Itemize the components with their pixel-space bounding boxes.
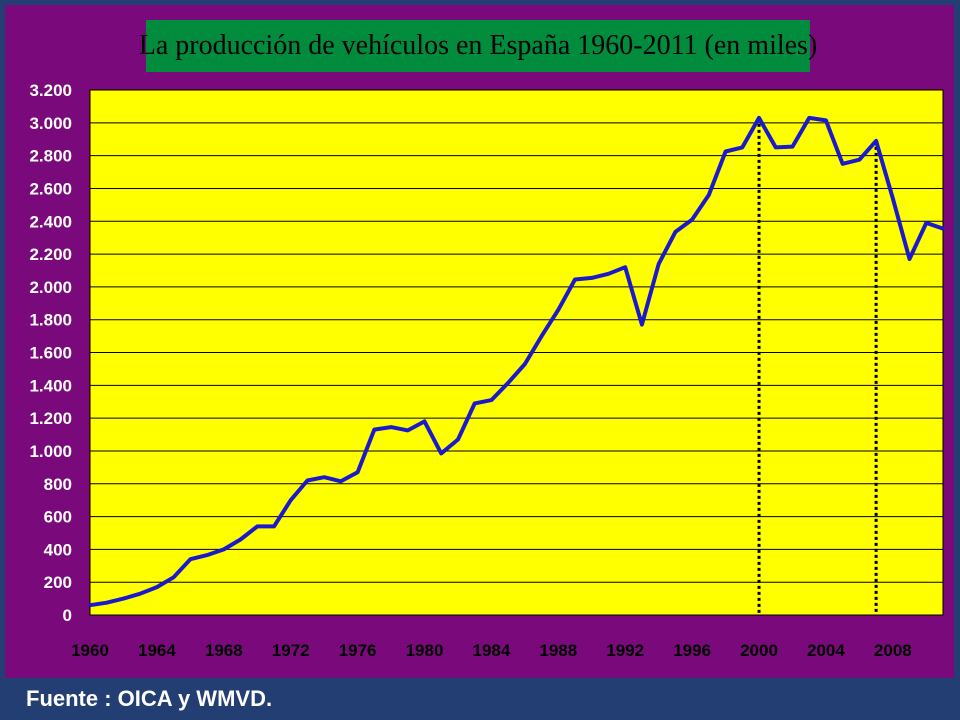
series-line bbox=[89, 115, 944, 608]
x-tick-label: 1972 bbox=[272, 641, 310, 660]
y-tick-label: 2.000 bbox=[29, 278, 72, 297]
y-axis-ticks: 0 200 400 600 800 1.000 1.200 1.400 1.600 1.800 2.… bbox=[29, 81, 72, 625]
y-tick-label: 2.600 bbox=[29, 179, 72, 198]
data-point bbox=[657, 262, 661, 266]
data-point bbox=[573, 277, 577, 281]
y-tick-label: 0 bbox=[63, 606, 72, 625]
data-point bbox=[673, 230, 677, 234]
data-point bbox=[841, 162, 845, 166]
y-tick-label: 400 bbox=[44, 540, 72, 559]
data-point bbox=[489, 398, 493, 402]
data-point bbox=[790, 145, 794, 149]
gridlines bbox=[89, 89, 944, 616]
data-point bbox=[188, 557, 192, 561]
plot-border bbox=[89, 89, 944, 616]
data-point bbox=[456, 437, 460, 441]
y-tick-label: 1.000 bbox=[29, 442, 72, 461]
data-point bbox=[473, 401, 477, 405]
data-point bbox=[606, 272, 610, 276]
data-point bbox=[439, 451, 443, 455]
x-tick-label: 1964 bbox=[138, 641, 176, 660]
data-point bbox=[857, 158, 861, 162]
data-point bbox=[105, 601, 109, 605]
data-point bbox=[740, 145, 744, 149]
data-point bbox=[690, 218, 694, 222]
data-point bbox=[389, 425, 393, 429]
data-point bbox=[289, 498, 293, 502]
data-point bbox=[121, 597, 125, 601]
y-tick-label: 1.800 bbox=[29, 311, 72, 330]
y-tick-label: 1.400 bbox=[29, 376, 72, 395]
data-point bbox=[807, 116, 811, 120]
data-point bbox=[523, 362, 527, 366]
data-point bbox=[824, 118, 828, 122]
x-tick-label: 2000 bbox=[740, 641, 778, 660]
data-point bbox=[506, 381, 510, 385]
data-point bbox=[757, 116, 761, 120]
x-tick-label: 1976 bbox=[339, 641, 377, 660]
data-point bbox=[891, 196, 895, 200]
y-tick-label: 200 bbox=[44, 573, 72, 592]
data-point bbox=[172, 575, 176, 579]
data-point bbox=[707, 193, 711, 197]
series-layer bbox=[88, 115, 945, 608]
x-axis-ticks: 1960 1964 1968 1972 1976 1980 1984 1988 1992 1996… bbox=[71, 641, 912, 660]
data-point bbox=[640, 323, 644, 327]
data-point bbox=[540, 334, 544, 338]
source-note: Fuente : OICA y WMVD. bbox=[26, 686, 273, 711]
data-point bbox=[406, 428, 410, 432]
data-point bbox=[874, 139, 878, 143]
data-point bbox=[272, 524, 276, 528]
data-point bbox=[556, 308, 560, 312]
x-tick-label: 2004 bbox=[807, 641, 845, 660]
x-tick-label: 2008 bbox=[874, 641, 912, 660]
y-tick-label: 2.200 bbox=[29, 245, 72, 264]
data-point bbox=[356, 470, 360, 474]
x-tick-label: 1960 bbox=[71, 641, 109, 660]
y-tick-label: 800 bbox=[44, 475, 72, 494]
data-point bbox=[372, 428, 376, 432]
x-tick-label: 1988 bbox=[539, 641, 577, 660]
data-point bbox=[724, 150, 728, 154]
data-point bbox=[908, 257, 912, 261]
y-tick-label: 600 bbox=[44, 508, 72, 527]
y-tick-label: 1.200 bbox=[29, 409, 72, 428]
x-tick-label: 1992 bbox=[606, 641, 644, 660]
x-tick-label: 1996 bbox=[673, 641, 711, 660]
data-point bbox=[205, 553, 209, 557]
y-tick-label: 3.200 bbox=[29, 81, 72, 100]
x-tick-label: 1968 bbox=[205, 641, 243, 660]
x-tick-label: 1984 bbox=[472, 641, 510, 660]
y-tick-label: 2.800 bbox=[29, 147, 72, 166]
chart-title: La producción de vehículos en España 196… bbox=[139, 20, 817, 72]
data-point bbox=[623, 265, 627, 269]
data-point bbox=[138, 592, 142, 596]
data-point bbox=[88, 603, 92, 607]
reference-lines bbox=[757, 117, 878, 615]
data-point bbox=[339, 479, 343, 483]
data-point bbox=[222, 547, 226, 551]
data-point bbox=[924, 221, 928, 225]
x-tick-label: 1980 bbox=[406, 641, 444, 660]
y-tick-label: 3.000 bbox=[29, 114, 72, 133]
data-point bbox=[774, 145, 778, 149]
data-point bbox=[423, 419, 427, 423]
data-point bbox=[305, 478, 309, 482]
data-point bbox=[941, 227, 945, 231]
y-tick-label: 2.400 bbox=[29, 212, 72, 231]
y-tick-label: 1.600 bbox=[29, 344, 72, 363]
data-point bbox=[255, 524, 259, 528]
data-point bbox=[155, 585, 159, 589]
data-point bbox=[239, 538, 243, 542]
data-point bbox=[322, 475, 326, 479]
data-point bbox=[590, 276, 594, 280]
